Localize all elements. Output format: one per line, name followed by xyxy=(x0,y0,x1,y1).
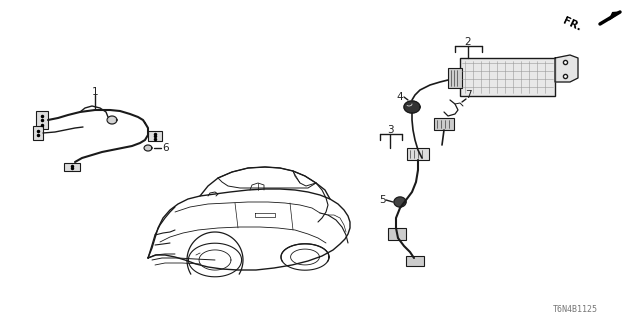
FancyBboxPatch shape xyxy=(36,111,48,129)
FancyBboxPatch shape xyxy=(388,228,406,240)
Text: T6N4B1125: T6N4B1125 xyxy=(552,306,598,315)
FancyBboxPatch shape xyxy=(33,126,43,140)
Polygon shape xyxy=(555,55,578,82)
FancyBboxPatch shape xyxy=(148,131,162,141)
Text: 1: 1 xyxy=(92,87,99,97)
Text: 7: 7 xyxy=(465,90,471,100)
Text: FR.: FR. xyxy=(561,15,583,33)
Polygon shape xyxy=(394,197,406,207)
Text: 3: 3 xyxy=(387,125,394,135)
Text: 2: 2 xyxy=(465,37,471,47)
FancyBboxPatch shape xyxy=(64,163,80,171)
FancyBboxPatch shape xyxy=(448,68,462,88)
FancyBboxPatch shape xyxy=(406,256,424,266)
Text: 5: 5 xyxy=(379,195,385,205)
FancyBboxPatch shape xyxy=(407,148,429,160)
Text: 4: 4 xyxy=(397,92,403,102)
FancyBboxPatch shape xyxy=(434,118,454,130)
Polygon shape xyxy=(108,116,116,124)
Polygon shape xyxy=(404,101,420,113)
Polygon shape xyxy=(145,145,152,151)
Text: 6: 6 xyxy=(162,143,168,153)
FancyBboxPatch shape xyxy=(460,58,555,96)
Polygon shape xyxy=(609,12,620,20)
